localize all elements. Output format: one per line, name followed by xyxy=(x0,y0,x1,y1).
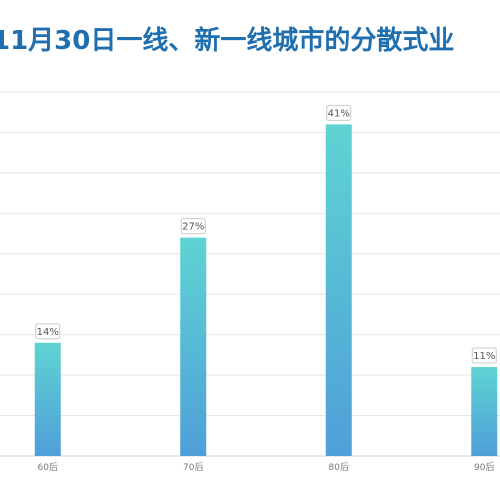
x-tick-label-2: 70后 xyxy=(183,462,203,473)
bar-4 xyxy=(471,367,498,456)
data-label-4: 11% xyxy=(473,351,495,362)
x-tick-label-3: 80后 xyxy=(329,462,349,473)
x-tick-label-1: 60后 xyxy=(38,462,58,473)
bar-3 xyxy=(325,124,352,456)
x-tick-label-4: 90后 xyxy=(474,462,494,473)
data-label-2: 27% xyxy=(182,222,204,233)
x-axis-ticks: 60后 70后 80后 90后 xyxy=(38,462,495,473)
data-labels: 14% 27% 41% 11% xyxy=(35,104,497,364)
data-label-box-2 xyxy=(180,218,206,235)
data-label-box-4 xyxy=(471,347,497,364)
data-label-box-3 xyxy=(326,104,352,121)
bar-1 xyxy=(34,342,61,456)
data-label-1: 14% xyxy=(37,327,59,338)
grid-lines xyxy=(0,91,500,457)
data-label-box-1 xyxy=(35,323,61,340)
bars xyxy=(34,124,498,456)
chart-title: 11月30日一线、新一线城市的分散式业 xyxy=(0,26,455,56)
bar-2 xyxy=(180,237,207,456)
data-label-3: 41% xyxy=(328,108,350,119)
